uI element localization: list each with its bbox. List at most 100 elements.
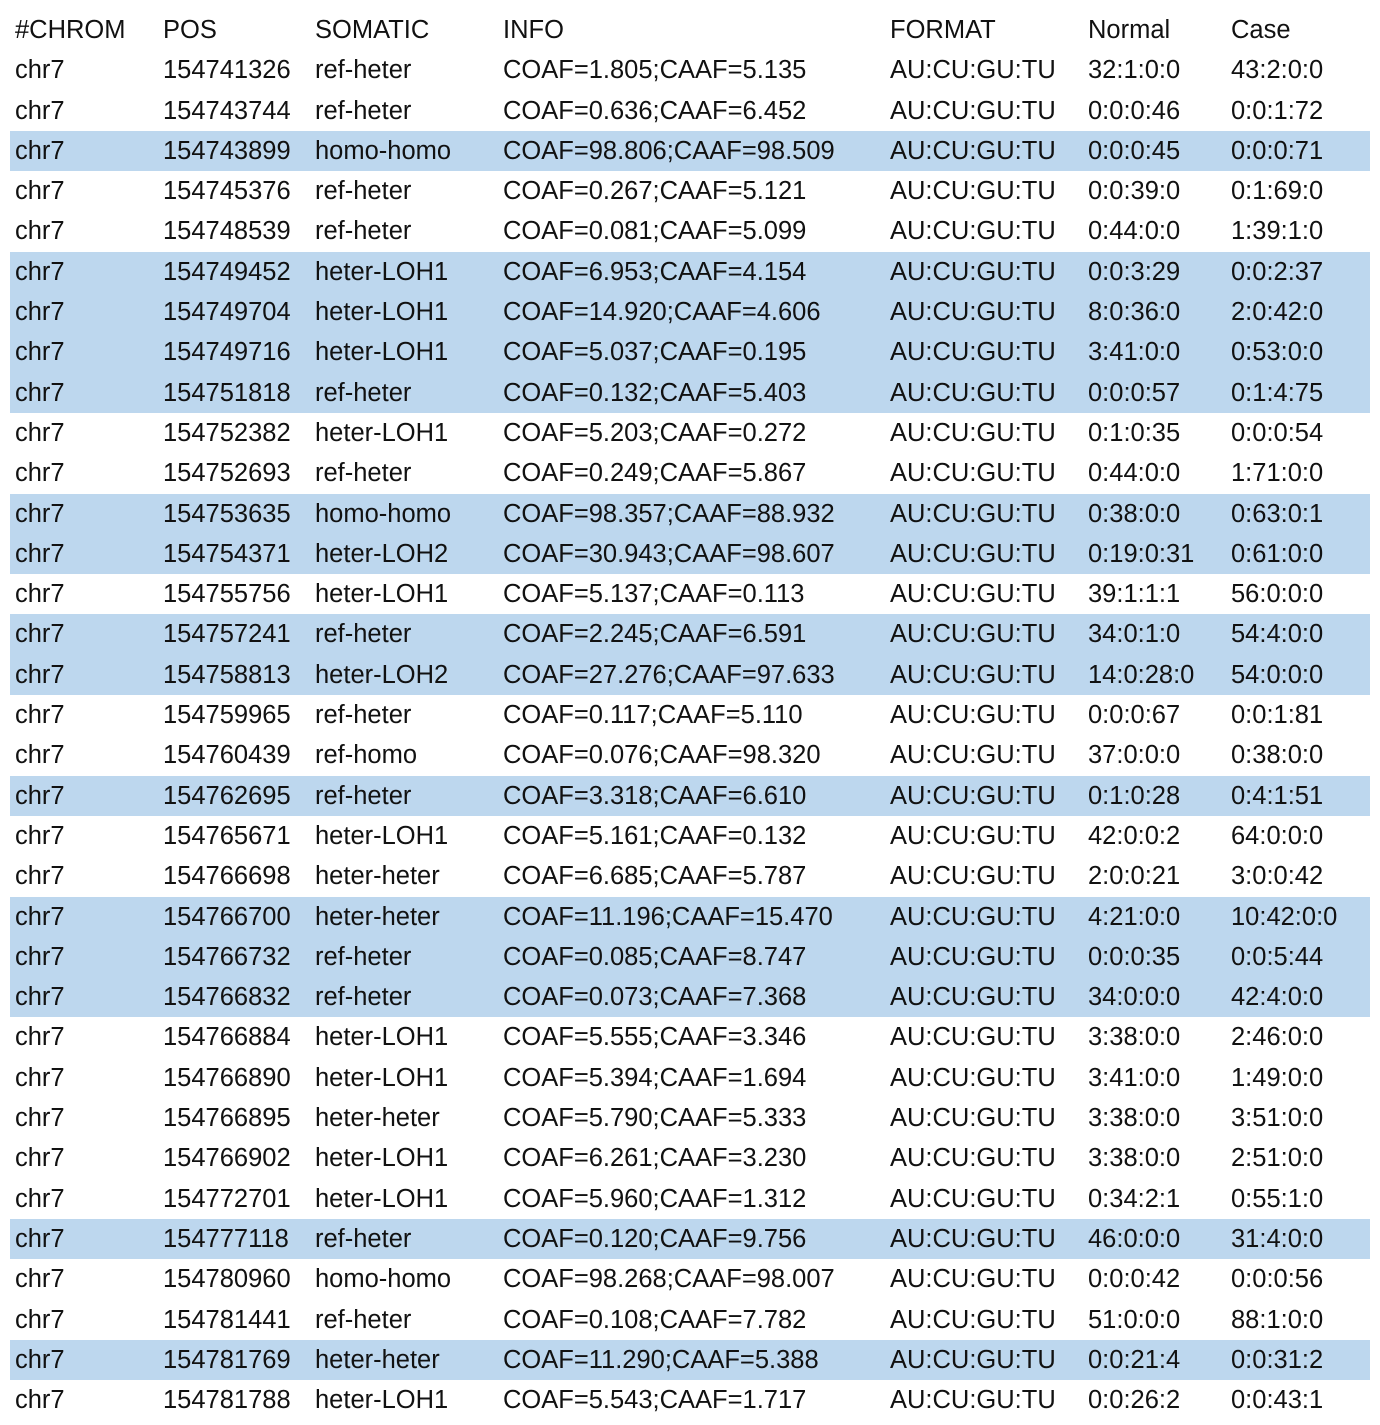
table-row: chr7 154759965 ref-heter COAF=0.117;CAAF=5.… xyxy=(10,695,1370,735)
somatic-cell: ref-heter xyxy=(315,701,412,730)
pos-cell: 154762695 xyxy=(163,781,291,810)
info-cell: COAF=14.920;CAAF=4.606 xyxy=(503,298,821,327)
chrom-cell: chr7 xyxy=(15,781,65,810)
case-cell: 0:0:0:71 xyxy=(1231,136,1324,165)
pos-cell: 154781441 xyxy=(163,1305,291,1334)
somatic-cell: heter-LOH1 xyxy=(315,1023,449,1052)
pos-cell: 154752693 xyxy=(163,459,291,488)
chrom-cell: chr7 xyxy=(15,620,65,649)
normal-cell: 0:0:0:46 xyxy=(1088,96,1181,125)
somatic-cell: heter-LOH1 xyxy=(315,580,449,609)
chrom-cell: chr7 xyxy=(15,983,65,1012)
info-cell: COAF=0.085;CAAF=8.747 xyxy=(503,942,807,971)
table-row: chr7 154766890 heter-LOH1 COAF=5.394;CAAF=1… xyxy=(10,1058,1370,1098)
chrom-cell: chr7 xyxy=(15,136,65,165)
table-row: chr7 154758813 heter-LOH2 COAF=27.276;CAAF=… xyxy=(10,654,1370,696)
somatic-cell: ref-heter xyxy=(315,378,412,407)
somatic-cell: homo-homo xyxy=(315,499,452,528)
chrom-cell: chr7 xyxy=(15,1063,65,1092)
case-cell: 1:71:0:0 xyxy=(1231,459,1324,488)
column-header-case: Case xyxy=(1231,16,1291,44)
normal-cell: 0:1:0:35 xyxy=(1088,418,1181,447)
pos-cell: 154772701 xyxy=(163,1184,291,1213)
info-cell: COAF=98.806;CAAF=98.509 xyxy=(503,136,835,165)
case-cell: 0:0:31:2 xyxy=(1231,1345,1324,1374)
somatic-cell: heter-LOH1 xyxy=(315,1184,449,1213)
case-cell: 2:0:42:0 xyxy=(1231,298,1324,327)
case-cell: 0:53:0:0 xyxy=(1231,338,1324,367)
somatic-cell: ref-heter xyxy=(315,96,412,125)
chrom-cell: chr7 xyxy=(15,499,65,528)
normal-cell: 0:0:0:35 xyxy=(1088,942,1181,971)
somatic-cell: heter-LOH2 xyxy=(315,539,449,568)
case-cell: 64:0:0:0 xyxy=(1231,821,1324,850)
pos-cell: 154760439 xyxy=(163,741,291,770)
case-cell: 0:0:5:44 xyxy=(1231,942,1324,971)
normal-cell: 2:0:0:21 xyxy=(1088,862,1181,891)
info-cell: COAF=0.120;CAAF=9.756 xyxy=(503,1224,807,1253)
normal-cell: 46:0:0:0 xyxy=(1088,1224,1181,1253)
format-cell: AU:CU:GU:TU xyxy=(890,499,1056,528)
format-cell: AU:CU:GU:TU xyxy=(890,902,1056,931)
info-cell: COAF=6.685;CAAF=5.787 xyxy=(503,862,807,891)
table-row: chr7 154751818 ref-heter COAF=0.132;CAAF=5.… xyxy=(10,372,1370,413)
table-row: chr7 154766698 heter-heter COAF=6.685;CAAF=… xyxy=(10,856,1370,896)
case-cell: 88:1:0:0 xyxy=(1231,1305,1324,1334)
info-cell: COAF=0.076;CAAF=98.320 xyxy=(503,741,821,770)
case-cell: 54:0:0:0 xyxy=(1231,660,1324,689)
column-header-normal: Normal xyxy=(1088,16,1171,44)
format-cell: AU:CU:GU:TU xyxy=(890,620,1056,649)
pos-cell: 154781788 xyxy=(163,1386,291,1415)
pos-cell: 154781769 xyxy=(163,1345,291,1374)
chrom-cell: chr7 xyxy=(15,338,65,367)
format-cell: AU:CU:GU:TU xyxy=(890,136,1056,165)
table-row: chr7 154749716 heter-LOH1 COAF=5.037;CAAF=0… xyxy=(10,332,1370,373)
somatic-cell: ref-heter xyxy=(315,942,412,971)
case-cell: 0:0:0:54 xyxy=(1231,418,1324,447)
info-cell: COAF=5.037;CAAF=0.195 xyxy=(503,338,807,367)
pos-cell: 154766884 xyxy=(163,1023,291,1052)
info-cell: COAF=6.261;CAAF=3.230 xyxy=(503,1144,807,1173)
chrom-cell: chr7 xyxy=(15,660,65,689)
case-cell: 2:46:0:0 xyxy=(1231,1023,1324,1052)
chrom-cell: chr7 xyxy=(15,1305,65,1334)
variant-table: #CHROM POS SOMATIC INFO FORMAT Normal Ca… xyxy=(10,10,1370,1420)
normal-cell: 0:0:21:4 xyxy=(1088,1345,1181,1374)
normal-cell: 0:0:0:57 xyxy=(1088,378,1181,407)
normal-cell: 39:1:1:1 xyxy=(1088,580,1181,609)
somatic-cell: ref-heter xyxy=(315,177,412,206)
table-row: chr7 154781769 heter-heter COAF=11.290;CAAF… xyxy=(10,1339,1370,1381)
chrom-cell: chr7 xyxy=(15,177,65,206)
format-cell: AU:CU:GU:TU xyxy=(890,781,1056,810)
pos-cell: 154759965 xyxy=(163,701,291,730)
info-cell: COAF=27.276;CAAF=97.633 xyxy=(503,660,835,689)
case-cell: 0:38:0:0 xyxy=(1231,741,1324,770)
case-cell: 56:0:0:0 xyxy=(1231,580,1324,609)
format-cell: AU:CU:GU:TU xyxy=(890,539,1056,568)
normal-cell: 8:0:36:0 xyxy=(1088,298,1181,327)
normal-cell: 34:0:0:0 xyxy=(1088,983,1181,1012)
table-row: chr7 154755756 heter-LOH1 COAF=5.137;CAAF=0… xyxy=(10,574,1370,614)
info-cell: COAF=2.245;CAAF=6.591 xyxy=(503,620,807,649)
format-cell: AU:CU:GU:TU xyxy=(890,1104,1056,1133)
table-row: chr7 154745376 ref-heter COAF=0.267;CAAF=5.… xyxy=(10,171,1370,211)
pos-cell: 154753635 xyxy=(163,499,291,528)
pos-cell: 154766895 xyxy=(163,1104,291,1133)
table-row: chr7 154749452 heter-LOH1 COAF=6.953;CAAF=4… xyxy=(10,251,1370,293)
format-cell: AU:CU:GU:TU xyxy=(890,1265,1056,1294)
info-cell: COAF=5.960;CAAF=1.312 xyxy=(503,1184,807,1213)
format-cell: AU:CU:GU:TU xyxy=(890,56,1056,85)
normal-cell: 4:21:0:0 xyxy=(1088,902,1181,931)
normal-cell: 3:41:0:0 xyxy=(1088,1063,1181,1092)
info-cell: COAF=11.290;CAAF=5.388 xyxy=(503,1345,819,1374)
column-header-pos: POS xyxy=(163,16,217,44)
normal-cell: 0:0:0:42 xyxy=(1088,1265,1181,1294)
somatic-cell: ref-heter xyxy=(315,459,412,488)
format-cell: AU:CU:GU:TU xyxy=(890,96,1056,125)
somatic-cell: heter-LOH1 xyxy=(315,1386,449,1415)
pos-cell: 154766700 xyxy=(163,902,291,931)
info-cell: COAF=0.249;CAAF=5.867 xyxy=(503,459,807,488)
somatic-cell: ref-heter xyxy=(315,56,412,85)
pos-cell: 154751818 xyxy=(163,378,291,407)
pos-cell: 154755756 xyxy=(163,580,291,609)
